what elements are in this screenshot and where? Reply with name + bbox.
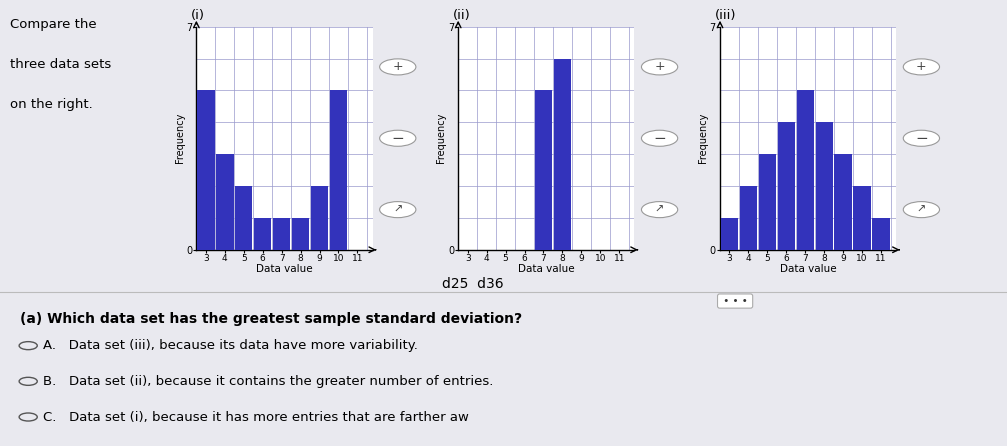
X-axis label: Data value: Data value: [779, 264, 837, 274]
Text: ↗: ↗: [655, 205, 665, 215]
Bar: [273, 218, 290, 250]
Text: (a) Which data set has the greatest sample standard deviation?: (a) Which data set has the greatest samp…: [20, 312, 523, 326]
Bar: [777, 122, 796, 250]
Bar: [554, 58, 571, 250]
Bar: [872, 218, 890, 250]
Text: A.   Data set (iii), because its data have more variability.: A. Data set (iii), because its data have…: [43, 339, 418, 352]
X-axis label: Data value: Data value: [256, 264, 313, 274]
Bar: [217, 154, 234, 250]
Bar: [721, 218, 738, 250]
Bar: [197, 91, 214, 250]
Text: d25  d36: d25 d36: [442, 277, 505, 290]
Bar: [292, 218, 309, 250]
Bar: [758, 154, 776, 250]
Bar: [740, 186, 757, 250]
Text: (i): (i): [191, 9, 205, 22]
Bar: [797, 91, 814, 250]
X-axis label: Data value: Data value: [518, 264, 575, 274]
Text: ↗: ↗: [393, 205, 403, 215]
Y-axis label: Frequency: Frequency: [174, 113, 184, 163]
Text: three data sets: three data sets: [10, 58, 112, 71]
Bar: [254, 218, 272, 250]
Text: (iii): (iii): [715, 9, 736, 22]
Text: −: −: [654, 131, 666, 146]
Y-axis label: Frequency: Frequency: [698, 113, 708, 163]
Bar: [853, 186, 871, 250]
Y-axis label: Frequency: Frequency: [436, 113, 446, 163]
Text: on the right.: on the right.: [10, 98, 93, 111]
Bar: [235, 186, 253, 250]
Text: +: +: [393, 60, 403, 74]
Bar: [311, 186, 328, 250]
Text: −: −: [392, 131, 404, 146]
Bar: [835, 154, 852, 250]
Text: • • •: • • •: [720, 296, 750, 306]
Text: B.   Data set (ii), because it contains the greater number of entries.: B. Data set (ii), because it contains th…: [43, 375, 493, 388]
Text: C.   Data set (i), because it has more entries that are farther aw: C. Data set (i), because it has more ent…: [43, 410, 469, 424]
Text: +: +: [916, 60, 926, 74]
Text: Compare the: Compare the: [10, 18, 97, 31]
Bar: [816, 122, 833, 250]
Text: (ii): (ii): [453, 9, 471, 22]
Text: −: −: [915, 131, 927, 146]
Text: +: +: [655, 60, 665, 74]
Bar: [329, 91, 347, 250]
Bar: [535, 91, 552, 250]
Text: ↗: ↗: [916, 205, 926, 215]
